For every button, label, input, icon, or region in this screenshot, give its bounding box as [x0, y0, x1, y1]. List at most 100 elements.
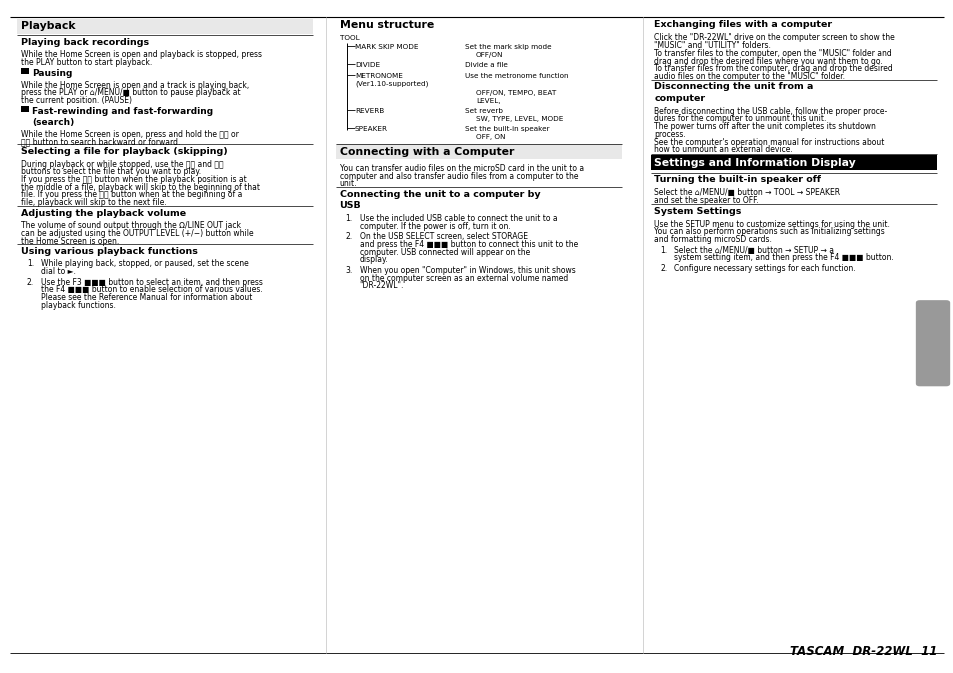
Text: on the computer screen as an external volume named: on the computer screen as an external vo…: [359, 273, 567, 283]
Text: (search): (search): [32, 118, 74, 127]
Text: Playing back recordings: Playing back recordings: [21, 38, 149, 46]
Text: Set the built-in speaker: Set the built-in speaker: [464, 126, 549, 132]
Text: Use the SETUP menu to customize settings for using the unit.: Use the SETUP menu to customize settings…: [654, 219, 889, 229]
Bar: [17, 19, 313, 34]
Text: "MUSIC" and "UTILITY" folders.: "MUSIC" and "UTILITY" folders.: [654, 41, 771, 50]
Text: display.: display.: [359, 255, 388, 264]
Text: While the Home Screen is open and a track is playing back,: While the Home Screen is open and a trac…: [21, 81, 249, 90]
Text: You can also perform operations such as initializing settings: You can also perform operations such as …: [654, 227, 884, 236]
Text: The power turns off after the unit completes its shutdown: The power turns off after the unit compl…: [654, 122, 876, 131]
Text: Turning the built-in speaker off: Turning the built-in speaker off: [654, 175, 821, 184]
FancyBboxPatch shape: [915, 300, 949, 386]
Text: OFF, ON: OFF, ON: [476, 134, 505, 140]
Text: System Settings: System Settings: [654, 207, 741, 215]
Text: Use the included USB cable to connect the unit to a: Use the included USB cable to connect th…: [359, 214, 557, 223]
Text: You can transfer audio files on the microSD card in the unit to a: You can transfer audio files on the micr…: [339, 164, 583, 173]
Text: Selecting a file for playback (skipping): Selecting a file for playback (skipping): [21, 147, 228, 156]
Text: Use the metronome function: Use the metronome function: [464, 73, 567, 79]
Text: To transfer files to the computer, open the "MUSIC" folder and: To transfer files to the computer, open …: [654, 48, 891, 58]
Text: During playback or while stopped, use the ⏮⏮ and ⏭⏭: During playback or while stopped, use th…: [21, 160, 223, 168]
Text: REVERB: REVERB: [355, 108, 384, 114]
Text: Settings and Information Display: Settings and Information Display: [654, 157, 855, 168]
Text: how to unmount an external device.: how to unmount an external device.: [654, 145, 792, 154]
Text: Connecting with a Computer: Connecting with a Computer: [339, 147, 514, 157]
Text: METRONOME: METRONOME: [355, 73, 402, 79]
Text: 1.: 1.: [27, 259, 33, 269]
Text: process.: process.: [654, 130, 685, 139]
Text: Use the F3 ■■■ button to select an item, and then press: Use the F3 ■■■ button to select an item,…: [41, 277, 263, 287]
Text: LEVEL,: LEVEL,: [476, 98, 500, 104]
Text: 2.: 2.: [659, 264, 666, 273]
Text: the F4 ■■■ button to enable selection of various values.: the F4 ■■■ button to enable selection of…: [41, 285, 262, 294]
Text: the current position. (PAUSE): the current position. (PAUSE): [21, 96, 132, 105]
Text: SPEAKER: SPEAKER: [355, 126, 388, 132]
Text: TOOL: TOOL: [339, 34, 359, 40]
Text: and set the speaker to OFF.: and set the speaker to OFF.: [654, 196, 759, 205]
Text: Please see the Reference Manual for information about: Please see the Reference Manual for info…: [41, 293, 253, 302]
Text: While the Home Screen is open, press and hold the ⏮⏮ or: While the Home Screen is open, press and…: [21, 129, 238, 139]
Text: computer. USB connected will appear on the: computer. USB connected will appear on t…: [359, 248, 529, 256]
Text: Set the mark skip mode: Set the mark skip mode: [464, 44, 551, 50]
Text: playback functions.: playback functions.: [41, 301, 115, 310]
Text: Click the "DR-22WL" drive on the computer screen to show the: Click the "DR-22WL" drive on the compute…: [654, 33, 894, 42]
Text: To transfer files from the computer, drag and drop the desired: To transfer files from the computer, dra…: [654, 64, 892, 73]
Text: If you press the ⏮⏮ button when the playback position is at: If you press the ⏮⏮ button when the play…: [21, 175, 247, 184]
Text: Using various playback functions: Using various playback functions: [21, 247, 197, 256]
Text: Select the ⌂/MENU/■ button → TOOL → SPEAKER: Select the ⌂/MENU/■ button → TOOL → SPEA…: [654, 188, 840, 197]
Bar: [335, 144, 621, 159]
Text: Divide a file: Divide a file: [464, 62, 507, 68]
Text: computer. If the power is off, turn it on.: computer. If the power is off, turn it o…: [359, 221, 510, 231]
Text: MARK SKIP MODE: MARK SKIP MODE: [355, 44, 418, 50]
Text: On the USB SELECT screen, select STORAGE: On the USB SELECT screen, select STORAGE: [359, 232, 527, 241]
Bar: [21, 106, 29, 112]
Text: can be adjusted using the OUTPUT LEVEL (+/−) button while: can be adjusted using the OUTPUT LEVEL (…: [21, 229, 253, 238]
Text: 2.: 2.: [27, 277, 33, 287]
Text: computer: computer: [654, 94, 705, 102]
Text: drag and drop the desired files where you want them to go.: drag and drop the desired files where yo…: [654, 57, 882, 65]
Text: and press the F4 ■■■ button to connect this unit to the: and press the F4 ■■■ button to connect t…: [359, 240, 578, 249]
Text: SW, TYPE, LEVEL, MODE: SW, TYPE, LEVEL, MODE: [476, 116, 563, 122]
Text: computer and also transfer audio files from a computer to the: computer and also transfer audio files f…: [339, 172, 578, 180]
Text: Set reverb: Set reverb: [464, 108, 502, 114]
Text: dial to ►.: dial to ►.: [41, 267, 76, 276]
Text: file, playback will skip to the next file.: file, playback will skip to the next fil…: [21, 198, 167, 207]
Text: Adjusting the playback volume: Adjusting the playback volume: [21, 209, 186, 217]
Text: "DR-22WL".: "DR-22WL".: [359, 281, 404, 290]
Text: the PLAY button to start playback.: the PLAY button to start playback.: [21, 58, 152, 67]
Text: The volume of sound output through the Ω/LINE OUT jack: The volume of sound output through the Ω…: [21, 221, 241, 230]
Text: 2.: 2.: [345, 232, 352, 241]
Text: Configure necessary settings for each function.: Configure necessary settings for each fu…: [674, 264, 855, 273]
Text: the middle of a file, playback will skip to the beginning of that: the middle of a file, playback will skip…: [21, 182, 260, 192]
Text: OFF/ON: OFF/ON: [476, 52, 503, 58]
Text: When you open "Computer" in Windows, this unit shows: When you open "Computer" in Windows, thi…: [359, 266, 575, 275]
Text: buttons to select the file that you want to play.: buttons to select the file that you want…: [21, 167, 201, 176]
Text: 3.: 3.: [345, 266, 353, 275]
Text: TASCAM  DR-22WL  11: TASCAM DR-22WL 11: [790, 645, 937, 658]
Text: Playback: Playback: [21, 21, 75, 31]
Text: Menu structure: Menu structure: [339, 20, 434, 30]
Text: Select the ⌂/MENU/■ button → SETUP → a: Select the ⌂/MENU/■ button → SETUP → a: [674, 246, 834, 254]
Text: Pausing: Pausing: [32, 69, 72, 78]
Text: unit.: unit.: [339, 179, 356, 188]
Text: Fast-rewinding and fast-forwarding: Fast-rewinding and fast-forwarding: [32, 106, 213, 116]
Text: OFF/ON, TEMPO, BEAT: OFF/ON, TEMPO, BEAT: [476, 90, 556, 96]
Text: DIVIDE: DIVIDE: [355, 62, 379, 68]
Text: the Home Screen is open.: the Home Screen is open.: [21, 236, 119, 246]
Text: press the PLAY or ⌂/MENU/■ button to pause playback at: press the PLAY or ⌂/MENU/■ button to pau…: [21, 88, 240, 98]
Text: USB: USB: [339, 201, 361, 210]
Text: Connecting the unit to a computer by: Connecting the unit to a computer by: [339, 190, 539, 199]
Text: Disconnecting the unit from a: Disconnecting the unit from a: [654, 82, 813, 92]
Text: and formatting microSD cards.: and formatting microSD cards.: [654, 235, 772, 244]
Text: Exchanging files with a computer: Exchanging files with a computer: [654, 20, 832, 29]
Text: 1.: 1.: [659, 246, 666, 254]
Bar: [21, 69, 29, 75]
Text: Before disconnecting the USB cable, follow the proper proce-: Before disconnecting the USB cable, foll…: [654, 106, 886, 116]
Text: While playing back, stopped, or paused, set the scene: While playing back, stopped, or paused, …: [41, 259, 249, 269]
Text: ⏭⏭ button to search backward or forward.: ⏭⏭ button to search backward or forward.: [21, 137, 180, 146]
Text: file. If you press the ⏭⏭ button when at the beginning of a: file. If you press the ⏭⏭ button when at…: [21, 190, 242, 199]
Text: system setting item, and then press the F4 ■■■ button.: system setting item, and then press the …: [674, 253, 893, 262]
Text: While the Home Screen is open and playback is stopped, press: While the Home Screen is open and playba…: [21, 50, 262, 59]
Bar: [650, 155, 936, 170]
Text: 1.: 1.: [345, 214, 352, 223]
Text: audio files on the computer to the "MUSIC" folder.: audio files on the computer to the "MUSI…: [654, 72, 844, 81]
